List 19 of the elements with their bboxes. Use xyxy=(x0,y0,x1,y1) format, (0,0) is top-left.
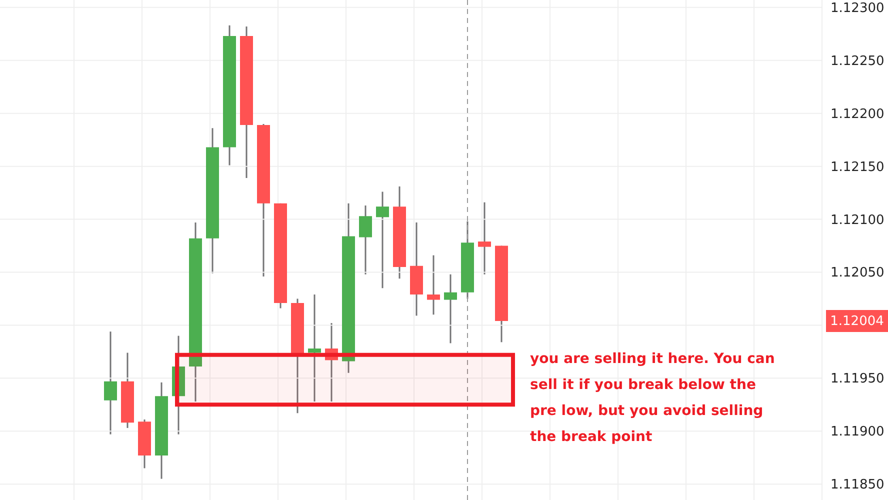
y-tick-label: 1.11850 xyxy=(830,478,884,493)
candlestick xyxy=(359,204,372,276)
y-tick-label: 1.12250 xyxy=(830,54,884,69)
y-tick-label: 1.12150 xyxy=(830,160,884,175)
ref-line-label: 1.12004 xyxy=(830,314,884,329)
y-tick-label: 1.11900 xyxy=(830,424,884,440)
y-tick-label: 1.12050 xyxy=(830,266,884,281)
candlestick xyxy=(444,274,457,344)
candlestick xyxy=(376,190,389,289)
band-label: you are selling it here. You can sell it if you break below the pre low, but you avoid selling the break point xyxy=(530,350,775,445)
y-tick-label: 1.12200 xyxy=(830,106,884,122)
candlestick xyxy=(104,330,117,436)
candlestick xyxy=(325,322,338,402)
y-tick-label: 1.12100 xyxy=(830,212,884,228)
y-tick-label: 1.12300 xyxy=(830,0,884,16)
candlestick xyxy=(478,202,491,276)
candlestick xyxy=(308,294,321,402)
y-tick-label: 1.11950 xyxy=(830,372,884,387)
candlestick xyxy=(427,254,440,316)
